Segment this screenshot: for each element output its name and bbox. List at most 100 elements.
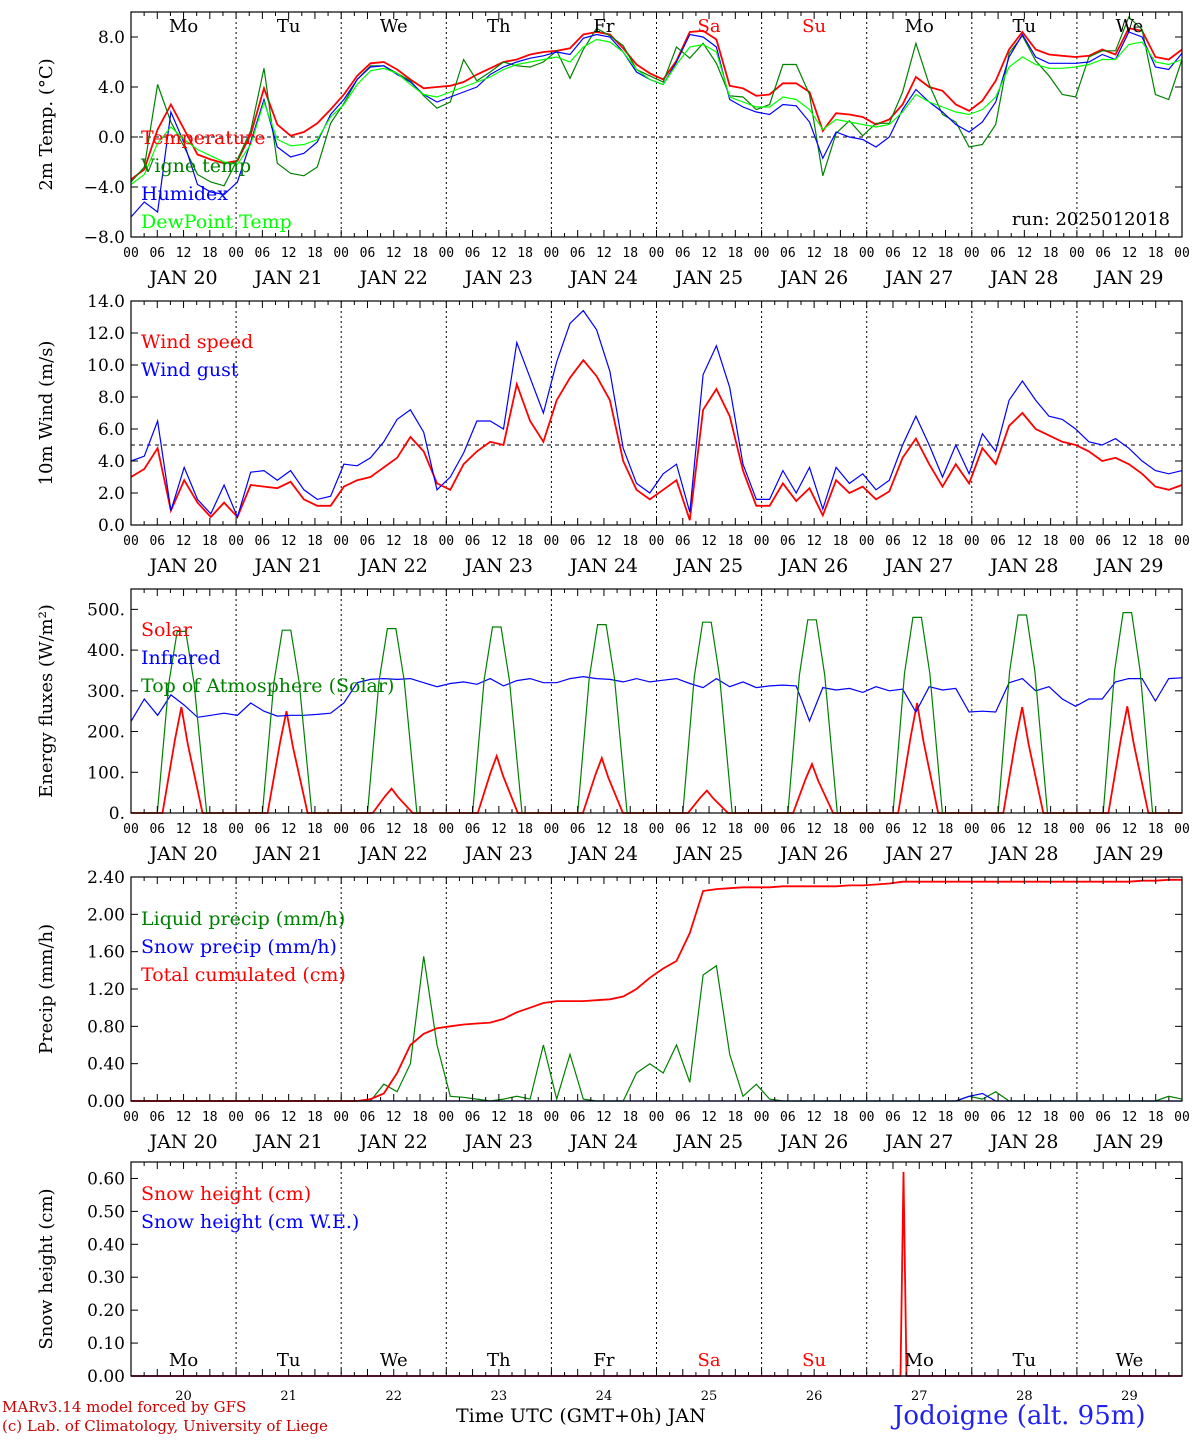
series-line	[130, 27, 1183, 181]
hour-label: 12	[1017, 246, 1033, 261]
hour-label: 06	[255, 1110, 271, 1125]
panel-5: 0.00 0.10 0.20 0.30 0.40 0.50 0.60 Snow height …	[36, 1161, 1183, 1404]
hour-label: 06	[675, 822, 691, 837]
y-tick-label: 12.0	[87, 324, 125, 344]
hour-label: 06	[149, 822, 165, 837]
date-label: JAN 26	[778, 555, 848, 577]
y-tick-label: 0.30	[87, 1268, 125, 1288]
hour-label: 18	[412, 1110, 428, 1125]
date-label: JAN 25	[673, 1131, 743, 1153]
date-label: 23	[491, 1389, 508, 1404]
hour-label: 12	[806, 534, 822, 549]
hour-label: 18	[1148, 1110, 1164, 1125]
hour-label: 06	[780, 246, 796, 261]
hour-label: 06	[1095, 1110, 1111, 1125]
hour-label: 18	[517, 1110, 533, 1125]
series-line	[130, 309, 1183, 519]
hour-label: 06	[990, 246, 1006, 261]
date-label: JAN 29	[1093, 1131, 1163, 1153]
legend-entry: Liquid precip (mm/h)	[141, 908, 345, 930]
hour-label: 18	[517, 246, 533, 261]
hour-label: 06	[255, 534, 271, 549]
date-label: JAN 23	[463, 843, 533, 865]
hour-label: 06	[465, 534, 481, 549]
hour-label: 00	[964, 822, 980, 837]
date-label: JAN 22	[358, 1131, 428, 1153]
hour-label: 18	[622, 822, 638, 837]
day-label: Tu	[1013, 16, 1037, 37]
day-label: Th	[487, 16, 511, 37]
hour-label: 12	[1122, 1110, 1138, 1125]
hour-label: 00	[649, 534, 665, 549]
x-axis-title: Time UTC (GMT+0h) JAN	[456, 1405, 706, 1427]
hour-label: 12	[701, 246, 717, 261]
date-label: JAN 22	[358, 267, 428, 289]
date-label: JAN 23	[463, 267, 533, 289]
hour-label: 18	[727, 1110, 743, 1125]
hour-label: 18	[622, 534, 638, 549]
hour-label: 12	[596, 534, 612, 549]
hour-label: 18	[727, 534, 743, 549]
legend-entry: Humidex	[141, 183, 228, 205]
series-line	[131, 612, 1182, 814]
hour-label: 18	[1148, 822, 1164, 837]
hour-label: 18	[1043, 822, 1059, 837]
hour-label: 12	[911, 1110, 927, 1125]
date-label: JAN 28	[988, 555, 1058, 577]
hour-label: 06	[780, 822, 796, 837]
hour-label: 00	[333, 822, 349, 837]
hour-label: 06	[465, 822, 481, 837]
hour-label: 18	[833, 1110, 849, 1125]
hour-label: 18	[1043, 246, 1059, 261]
hour-label: 06	[570, 1110, 586, 1125]
series-line	[130, 31, 1183, 218]
hour-label: 00	[1069, 1110, 1085, 1125]
hour-label: 12	[491, 822, 507, 837]
hour-label: 12	[596, 1110, 612, 1125]
date-label: JAN 29	[1093, 267, 1163, 289]
hour-label: 06	[885, 246, 901, 261]
hour-label: 00	[964, 534, 980, 549]
hour-label: 18	[1043, 534, 1059, 549]
legend-entry: DewPoint Temp	[141, 211, 292, 233]
hour-label: 00	[1174, 534, 1190, 549]
hour-label: 00	[544, 1110, 560, 1125]
day-label: Mo	[905, 16, 934, 37]
hour-label: 00	[544, 822, 560, 837]
hour-label: 18	[622, 1110, 638, 1125]
day-label: We	[380, 16, 408, 37]
hour-label: 18	[727, 822, 743, 837]
date-label: JAN 28	[988, 843, 1058, 865]
hour-label: 06	[255, 822, 271, 837]
y-tick-label: 2.00	[87, 905, 125, 925]
hour-label: 12	[1122, 822, 1138, 837]
y-tick-label: −8.0	[84, 228, 125, 248]
date-label: 24	[596, 1389, 613, 1404]
y-tick-label: 8.0	[98, 388, 125, 408]
hour-label: 12	[596, 822, 612, 837]
hour-label: 00	[964, 246, 980, 261]
hour-label: 12	[806, 822, 822, 837]
day-label: Th	[487, 1350, 511, 1371]
date-label: JAN 21	[253, 267, 323, 289]
legend-entry: Snow precip (mm/h)	[141, 936, 337, 958]
legend-entry: Wind gust	[141, 359, 239, 381]
hour-label: 18	[307, 1110, 323, 1125]
hour-label: 00	[228, 822, 244, 837]
date-label: JAN 20	[147, 267, 217, 289]
hour-label: 12	[701, 534, 717, 549]
hour-label: 06	[780, 534, 796, 549]
date-label: 25	[701, 1389, 718, 1404]
hour-label: 00	[649, 822, 665, 837]
hour-label: 12	[911, 246, 927, 261]
hour-label: 12	[176, 822, 192, 837]
date-label: JAN 25	[673, 555, 743, 577]
hour-label: 18	[727, 246, 743, 261]
y-axis-label: 2m Temp. (°C)	[36, 58, 57, 190]
legend-entry: Vigne temp	[140, 155, 251, 177]
hour-label: 18	[833, 534, 849, 549]
hour-label: 06	[360, 822, 376, 837]
y-tick-label: 4.0	[98, 78, 125, 98]
hour-label: 12	[701, 1110, 717, 1125]
hour-label: 06	[465, 1110, 481, 1125]
